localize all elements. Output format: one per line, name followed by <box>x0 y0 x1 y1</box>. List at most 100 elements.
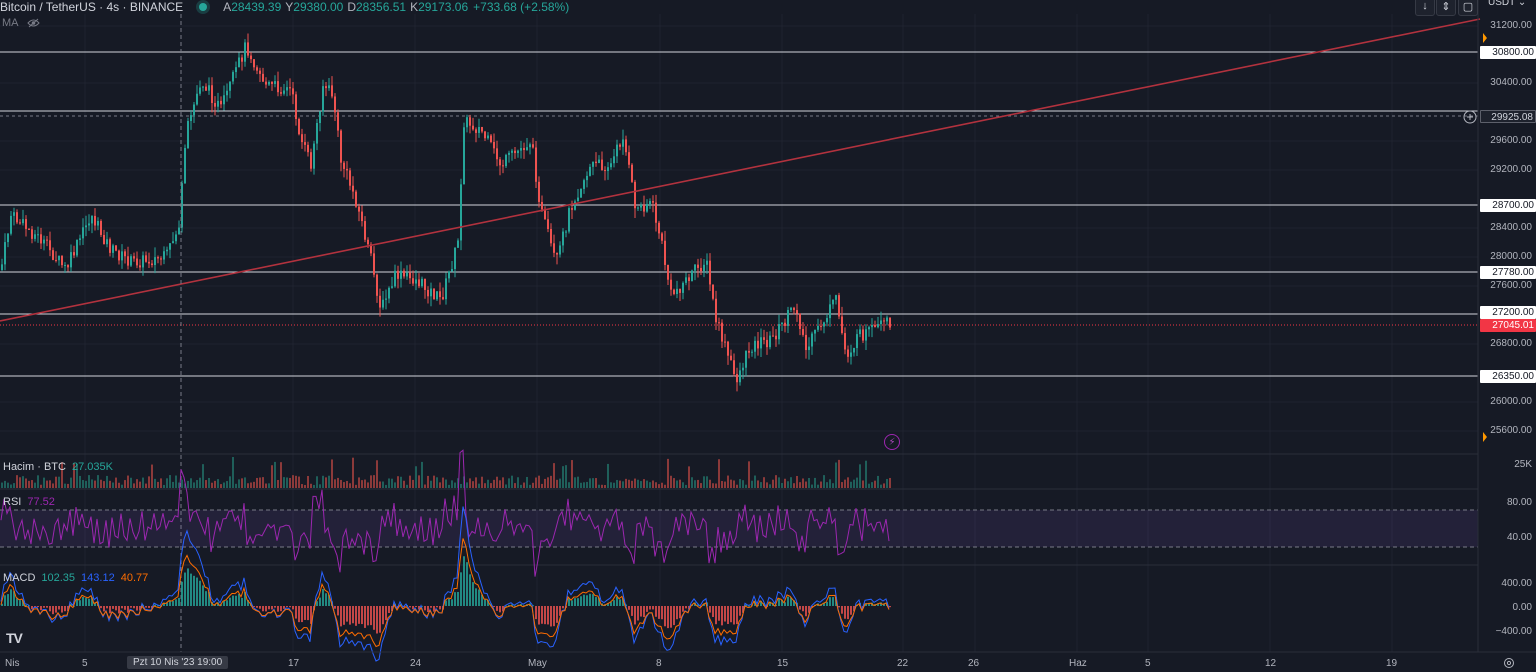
trend-line[interactable] <box>0 18 1481 322</box>
level-tag[interactable]: 27780.00 <box>1480 266 1536 279</box>
candle-body <box>508 152 510 155</box>
macd-hist-bar <box>679 606 681 619</box>
macd-hist-bar <box>55 606 57 613</box>
volume-bar <box>277 479 279 488</box>
volume-bar <box>874 480 876 488</box>
flash-icon[interactable]: ⚡ <box>884 434 900 450</box>
macd-hist-bar <box>490 603 492 606</box>
macd-hist-bar <box>292 606 294 610</box>
tradingview-logo[interactable]: TV <box>6 630 23 646</box>
time-label: 22 <box>897 658 909 669</box>
candle-body <box>544 209 546 220</box>
currency-selector[interactable]: USDT ⌄ <box>1488 0 1526 8</box>
candle-body <box>505 154 507 167</box>
hidden-eye-icon[interactable] <box>26 18 40 28</box>
level-tag[interactable]: 28700.00 <box>1480 199 1536 212</box>
volume-bar <box>499 480 501 488</box>
candle-body <box>652 201 654 203</box>
macd-hist-bar <box>400 603 402 606</box>
arrow-down-icon[interactable]: ↓ <box>1415 0 1435 16</box>
volume-legend[interactable]: Hacim · BTC 27.035K <box>3 461 113 473</box>
volume-bar <box>472 481 474 488</box>
macd-hist-bar <box>298 606 300 623</box>
price-tick: 30400.00 <box>1490 77 1532 88</box>
macd-hist-bar <box>385 606 387 621</box>
volume-bar <box>571 460 573 488</box>
macd-hist-bar <box>769 601 771 606</box>
settings-gear-icon[interactable] <box>1503 657 1515 669</box>
volume-bar <box>436 477 438 488</box>
volume-bar <box>298 476 300 488</box>
current-price-tag: 27045.01 <box>1480 319 1536 332</box>
candle-body <box>604 170 606 172</box>
add-alert-icon[interactable] <box>1463 110 1477 124</box>
macd-hist-bar <box>79 600 81 606</box>
volume-bar <box>832 483 834 488</box>
volume-bar <box>529 484 531 488</box>
candle-body <box>820 325 822 327</box>
candle-body <box>403 270 405 277</box>
volume-bar <box>451 480 453 488</box>
macd-hist-bar <box>166 602 168 606</box>
candle-body <box>346 168 348 171</box>
candle-body <box>340 130 342 163</box>
time-label: 15 <box>777 658 789 669</box>
macd-hist-bar <box>415 606 417 607</box>
candle-body <box>175 234 177 242</box>
candle-body <box>448 271 450 279</box>
level-tag[interactable]: 30800.00 <box>1480 46 1536 59</box>
ma-indicator[interactable]: MA <box>2 17 40 29</box>
candle-body <box>373 253 375 275</box>
macd-hist-bar <box>568 598 570 606</box>
macd-hist-bar <box>34 606 36 607</box>
macd-hist-bar <box>295 606 297 619</box>
volume-bar <box>757 480 759 488</box>
candle-body <box>343 162 345 169</box>
candle-body <box>70 252 72 268</box>
alert-marker-icon[interactable] <box>1483 432 1487 442</box>
volume-bar <box>814 477 816 488</box>
volume-bar <box>271 465 273 488</box>
macd-hist-bar <box>847 606 849 620</box>
volume-bar <box>661 482 663 488</box>
candle-body <box>694 264 696 271</box>
macd-hist-bar <box>157 605 159 607</box>
level-tag[interactable]: 26350.00 <box>1480 370 1536 383</box>
level-tag[interactable]: 27200.00 <box>1480 306 1536 319</box>
candle-body <box>529 144 531 148</box>
symbol-title[interactable]: Bitcoin / TetherUS · 4s · BINANCE <box>0 0 184 14</box>
volume-bar <box>85 480 87 488</box>
candle-body <box>565 231 567 233</box>
volume-bar <box>775 475 777 488</box>
macd-label: MACD <box>3 572 36 584</box>
volume-bar <box>58 476 60 488</box>
level-tag[interactable]: 29925.08 <box>1480 110 1536 123</box>
alert-marker-icon[interactable] <box>1483 33 1487 43</box>
candle-body <box>511 150 513 153</box>
collapse-icon[interactable]: ⇕ <box>1436 0 1456 16</box>
candle-body <box>310 152 312 169</box>
macd-hist-bar <box>40 606 42 611</box>
volume-bar <box>307 475 309 488</box>
candle-body <box>376 274 378 296</box>
macd-hist-bar <box>37 606 39 607</box>
candle-body <box>811 333 813 347</box>
candle-body <box>292 88 294 95</box>
volume-bar <box>673 478 675 488</box>
candle-body <box>625 139 627 153</box>
rsi-legend[interactable]: RSI 77.52 <box>3 496 55 508</box>
maximize-icon[interactable]: ▢ <box>1458 0 1478 16</box>
macd-hist-bar <box>571 600 573 606</box>
candle-body <box>751 351 753 353</box>
macd-hist-bar <box>595 597 597 606</box>
macd-legend[interactable]: MACD 102.35 143.12 40.77 <box>3 572 148 584</box>
macd-hist-bar <box>514 605 516 607</box>
macd-hist-bar <box>853 606 855 612</box>
candle-body <box>259 70 261 74</box>
candle-body <box>397 270 399 279</box>
candle-body <box>535 147 537 182</box>
candle-body <box>157 257 159 259</box>
candle-body <box>301 134 303 143</box>
volume-bar <box>430 480 432 488</box>
